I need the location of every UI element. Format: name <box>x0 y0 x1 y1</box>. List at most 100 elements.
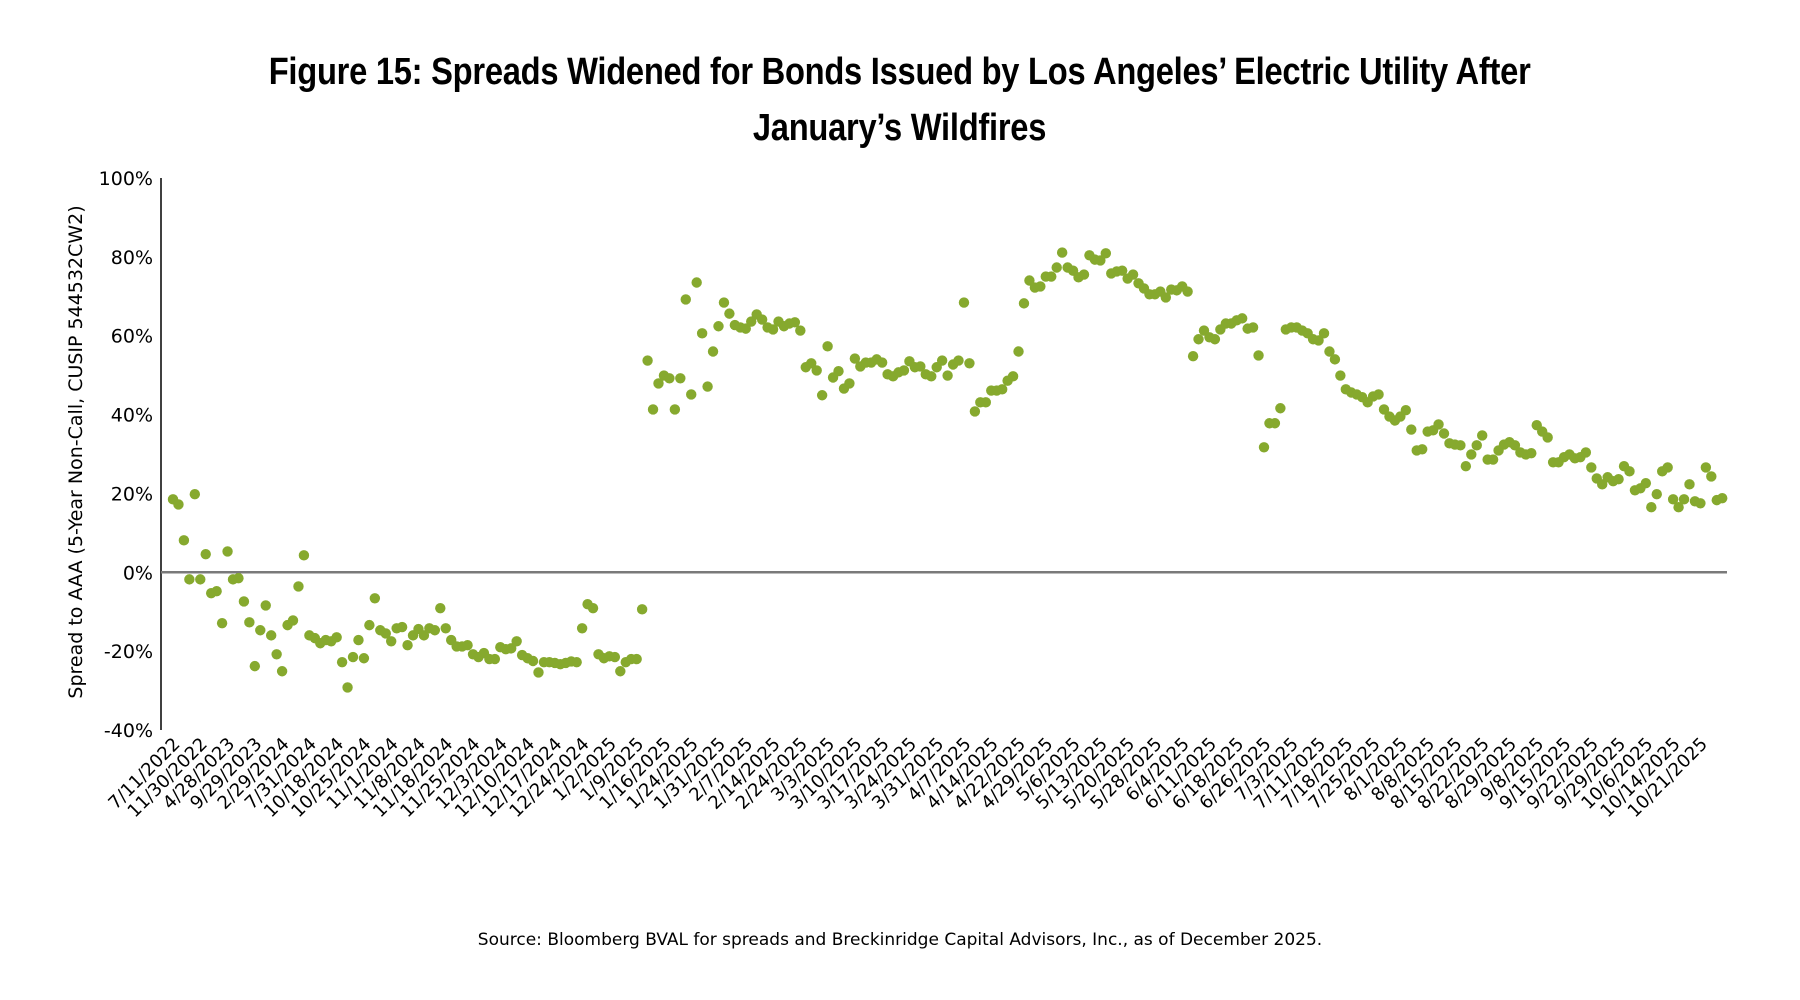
data-point <box>964 358 975 369</box>
data-point <box>942 370 953 381</box>
data-point <box>293 581 304 592</box>
data-point <box>506 643 517 654</box>
data-point <box>353 634 364 646</box>
data-point <box>767 324 779 335</box>
data-point <box>1378 404 1390 415</box>
data-point <box>686 389 697 400</box>
data-point <box>789 317 801 328</box>
data-point <box>1706 471 1717 482</box>
data-point <box>1526 448 1537 459</box>
data-point <box>380 628 391 639</box>
data-point <box>811 365 822 376</box>
data-point <box>756 314 768 325</box>
data-point <box>844 378 855 389</box>
data-point <box>1586 462 1597 473</box>
data-point <box>707 346 719 357</box>
y-tick-label: 0% <box>123 562 153 584</box>
data-point <box>265 630 277 641</box>
data-point <box>1400 405 1412 416</box>
chart-title: Figure 15: Spreads Widened for Bonds Iss… <box>0 44 1800 156</box>
data-point <box>178 535 190 546</box>
data-point <box>1258 442 1270 453</box>
data-point <box>1182 286 1193 297</box>
data-point <box>631 653 642 665</box>
data-point <box>1324 346 1335 357</box>
data-point <box>718 297 730 308</box>
data-point <box>669 404 681 415</box>
data-point <box>1051 262 1062 273</box>
data-point <box>216 617 228 629</box>
data-point <box>1416 444 1428 455</box>
data-point <box>746 316 757 327</box>
data-point <box>1275 403 1286 414</box>
x-axis-ticks: 7/11/202211/30/20224/28/20239/29/20232/2… <box>104 734 1712 822</box>
data-point <box>1477 430 1488 441</box>
data-point <box>915 361 926 372</box>
data-point <box>1013 346 1024 357</box>
data-point <box>1095 255 1106 266</box>
data-point <box>1471 440 1482 451</box>
data-point <box>1269 418 1281 429</box>
data-point <box>936 355 948 366</box>
data-point <box>418 630 430 641</box>
data-point <box>189 489 201 500</box>
data-point <box>1433 419 1444 430</box>
data-point <box>1684 479 1695 490</box>
data-point <box>898 365 910 376</box>
data-point <box>822 341 833 352</box>
data-point <box>696 328 708 339</box>
data-point <box>702 381 713 392</box>
data-point <box>1318 328 1330 339</box>
data-point <box>680 294 691 305</box>
data-point <box>276 666 288 677</box>
data-point <box>876 357 888 368</box>
data-point <box>691 277 702 288</box>
data-point <box>1209 334 1221 345</box>
y-axis-ticks: -40% -20% 0% 20% 40% 60% 80% 100% <box>99 168 153 742</box>
data-point <box>1673 502 1684 513</box>
data-point <box>958 297 970 308</box>
data-point <box>576 623 588 634</box>
y-tick-label: 60% <box>111 326 153 348</box>
data-point <box>1024 275 1035 286</box>
chart-title-text-1: Figure 15: Spreads Widened for Bonds Iss… <box>269 51 1531 93</box>
data-point <box>429 625 441 636</box>
data-point <box>396 621 408 633</box>
data-point <box>211 586 222 597</box>
data-point <box>724 308 735 319</box>
data-point <box>1007 371 1019 382</box>
data-point <box>1646 502 1657 513</box>
data-point <box>1662 462 1673 473</box>
data-point <box>1046 271 1057 282</box>
data-point <box>184 574 195 585</box>
y-tick-label: 40% <box>111 405 153 427</box>
data-point <box>849 353 861 364</box>
data-point <box>1667 494 1679 505</box>
data-point <box>1313 335 1324 346</box>
data-point <box>833 366 844 377</box>
data-point <box>342 682 353 693</box>
data-point <box>1624 466 1635 477</box>
data-point <box>336 656 348 668</box>
data-point <box>1116 265 1128 276</box>
data-point <box>298 550 310 561</box>
data-point <box>926 371 937 382</box>
data-point <box>435 602 446 614</box>
data-point <box>806 358 817 369</box>
data-point <box>200 548 211 560</box>
data-point <box>642 355 653 366</box>
data-point <box>1160 292 1172 303</box>
data-point <box>1329 354 1341 365</box>
data-point <box>511 636 522 647</box>
data-point <box>331 632 342 643</box>
data-point <box>440 623 451 634</box>
y-tick-label: -40% <box>104 720 153 742</box>
data-point <box>233 573 244 584</box>
data-point <box>740 323 751 334</box>
data-point <box>664 373 675 384</box>
data-point <box>1078 269 1090 280</box>
chart-title-line-1: Figure 15: Spreads Widened for Bonds Iss… <box>0 44 1800 100</box>
data-point <box>1335 370 1346 381</box>
data-point <box>533 667 544 678</box>
